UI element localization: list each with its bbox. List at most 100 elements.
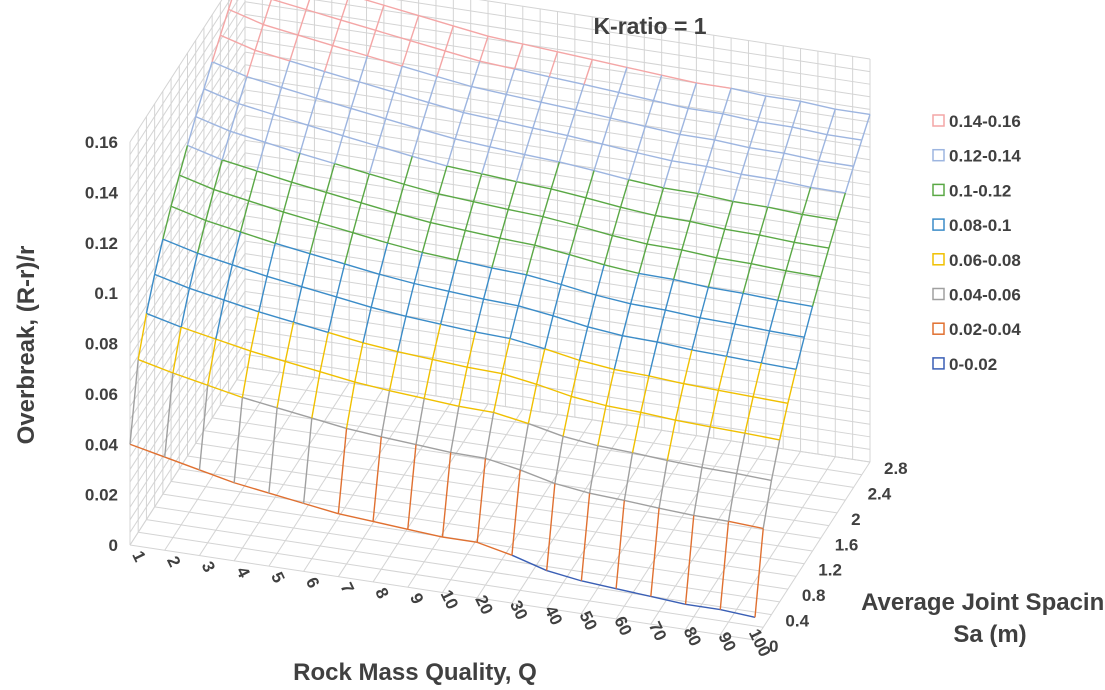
surface-segment bbox=[431, 323, 442, 360]
surface-segment bbox=[227, 0, 233, 10]
surface-segment bbox=[440, 323, 476, 333]
surface-segment bbox=[717, 356, 728, 391]
surface-segment bbox=[592, 58, 628, 69]
surface-segment bbox=[466, 331, 477, 368]
surface-segment bbox=[309, 252, 345, 265]
surface-segment bbox=[379, 273, 415, 285]
surface-segment bbox=[196, 220, 207, 254]
surface-segment bbox=[515, 154, 526, 182]
surface-segment bbox=[272, 87, 283, 115]
surface-segment bbox=[752, 362, 763, 397]
surface-segment bbox=[446, 165, 482, 175]
surface-segment bbox=[762, 480, 773, 529]
surface-segment bbox=[375, 29, 411, 42]
surface-segment bbox=[709, 390, 720, 428]
surface-segment bbox=[567, 134, 603, 145]
surface-segment bbox=[448, 290, 484, 300]
surface-segment bbox=[448, 260, 458, 292]
surface-segment bbox=[489, 146, 525, 156]
surface-segment bbox=[410, 39, 446, 52]
surface-segment bbox=[205, 219, 241, 233]
surface-segment bbox=[679, 108, 689, 135]
surface-segment bbox=[211, 61, 248, 78]
surface-segment bbox=[736, 472, 772, 482]
surface-segment bbox=[246, 50, 256, 77]
surface-segment bbox=[317, 221, 354, 234]
surface-segment bbox=[334, 162, 370, 175]
legend-swatch bbox=[932, 183, 945, 197]
surface-segment bbox=[436, 75, 472, 88]
surface-segment bbox=[509, 337, 546, 350]
surface-segment bbox=[535, 348, 546, 385]
surface-segment bbox=[646, 243, 682, 251]
surface-segment bbox=[754, 528, 764, 618]
x-tick-label: 30 bbox=[506, 597, 531, 622]
surface-segment bbox=[371, 306, 407, 318]
surface-segment bbox=[228, 8, 264, 26]
surface-segment bbox=[666, 419, 677, 461]
surface-segment bbox=[583, 59, 593, 85]
surface-segment bbox=[442, 536, 478, 544]
surface-segment bbox=[593, 169, 629, 181]
surface-segment bbox=[577, 225, 613, 237]
surface-segment bbox=[699, 317, 735, 325]
x-tick-label: 9 bbox=[406, 590, 427, 607]
surface-segment bbox=[482, 267, 493, 300]
surface-segment bbox=[722, 88, 732, 115]
surface-segment bbox=[730, 87, 766, 97]
surface-segment bbox=[818, 134, 828, 161]
legend-label: 0-0.02 bbox=[949, 355, 997, 374]
surface-segment bbox=[640, 411, 676, 421]
surface-segment bbox=[636, 126, 646, 153]
surface-segment bbox=[481, 173, 517, 183]
surface-segment bbox=[544, 315, 554, 349]
surface-segment bbox=[801, 187, 812, 215]
surface-segment bbox=[215, 338, 251, 352]
surface-segment bbox=[137, 313, 148, 360]
surface-segment bbox=[691, 349, 727, 357]
surface-segment bbox=[186, 116, 197, 146]
surface-segment bbox=[609, 92, 620, 119]
surface-segment bbox=[750, 234, 761, 264]
surface-segment bbox=[657, 341, 693, 351]
surface-segment bbox=[164, 372, 174, 458]
chart-title: K-ratio = 1 bbox=[593, 13, 706, 39]
surface-segment bbox=[180, 326, 217, 340]
surface-segment bbox=[438, 165, 448, 195]
surface-segment bbox=[350, 107, 386, 120]
surface-segment bbox=[760, 330, 771, 364]
surface-segment bbox=[770, 439, 781, 481]
surface-segment bbox=[146, 312, 182, 328]
legend-item: 0.02-0.04 bbox=[932, 320, 1021, 339]
z-tick-label: 0 bbox=[109, 536, 118, 555]
surface-segment bbox=[640, 375, 650, 413]
surface-segment bbox=[648, 341, 658, 377]
surface-segment bbox=[299, 152, 335, 165]
x-tick-label: 50 bbox=[575, 608, 600, 633]
surface-segment bbox=[777, 270, 787, 301]
surface-segment bbox=[222, 159, 258, 172]
surface-segment bbox=[718, 389, 754, 398]
surface-segment bbox=[359, 81, 395, 93]
surface-segment bbox=[464, 201, 475, 231]
surface-segment bbox=[705, 139, 716, 167]
surface-segment bbox=[761, 362, 797, 371]
surface-segment bbox=[552, 284, 562, 316]
surface-segment bbox=[575, 84, 585, 111]
surface-segment bbox=[587, 326, 623, 337]
surface-segment bbox=[370, 274, 381, 308]
surface-segment bbox=[542, 188, 552, 217]
surface-segment bbox=[170, 205, 207, 222]
surface-segment bbox=[685, 603, 721, 611]
surface-segment bbox=[507, 181, 518, 210]
surface-segment bbox=[474, 298, 485, 333]
surface-segment bbox=[369, 173, 405, 185]
surface-segment bbox=[602, 143, 638, 154]
surface-segment bbox=[696, 82, 732, 89]
surface-segment bbox=[325, 163, 336, 193]
surface-segment bbox=[800, 100, 836, 110]
surface-segment bbox=[621, 303, 632, 336]
surface-segment bbox=[485, 457, 521, 471]
surface-segment bbox=[232, 264, 268, 278]
surface-segment bbox=[450, 451, 486, 459]
